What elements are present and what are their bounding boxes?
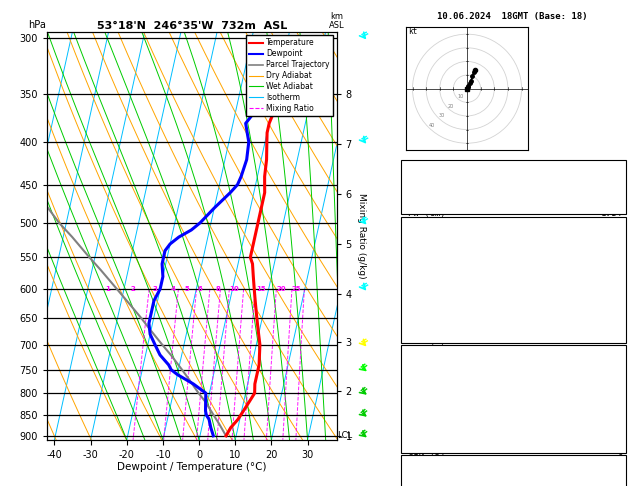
Text: 0: 0 xyxy=(617,337,623,346)
Text: 1.14: 1.14 xyxy=(601,209,623,218)
Text: 10.06.2024  18GMT (Base: 18): 10.06.2024 18GMT (Base: 18) xyxy=(437,12,588,21)
Text: -5: -5 xyxy=(612,173,623,182)
Text: 25: 25 xyxy=(291,286,301,292)
Text: kt: kt xyxy=(408,27,418,36)
Title: 53°18'N  246°35'W  732m  ASL: 53°18'N 246°35'W 732m ASL xyxy=(97,21,287,31)
Text: Most Unstable: Most Unstable xyxy=(479,358,548,366)
Text: © weatheronline.co.uk: © weatheronline.co.uk xyxy=(461,471,566,480)
Text: 3.7: 3.7 xyxy=(606,265,623,274)
Text: θₑ(K): θₑ(K) xyxy=(408,283,435,292)
Text: 40: 40 xyxy=(429,123,435,128)
Text: Totals Totals: Totals Totals xyxy=(408,191,477,200)
Text: 313: 313 xyxy=(606,394,623,402)
Text: 20: 20 xyxy=(277,286,286,292)
Text: Surface: Surface xyxy=(495,229,532,238)
Text: 15: 15 xyxy=(257,286,266,292)
Text: Hodograph: Hodograph xyxy=(489,468,538,477)
Text: 7.2: 7.2 xyxy=(606,247,623,256)
Text: 9: 9 xyxy=(617,412,623,420)
Text: 3: 3 xyxy=(152,286,157,292)
Text: 1: 1 xyxy=(105,286,110,292)
Text: 10: 10 xyxy=(230,286,239,292)
Text: CAPE (J): CAPE (J) xyxy=(408,430,450,438)
Text: 20: 20 xyxy=(448,104,454,109)
Text: 10: 10 xyxy=(457,94,464,99)
Text: PW (cm): PW (cm) xyxy=(408,209,445,218)
Text: Lifted Index: Lifted Index xyxy=(408,412,472,420)
Text: 5: 5 xyxy=(185,286,190,292)
Text: 6: 6 xyxy=(198,286,203,292)
Text: 0: 0 xyxy=(617,448,623,456)
Text: 0: 0 xyxy=(617,430,623,438)
Text: 17: 17 xyxy=(612,301,623,310)
Text: Temp (°C): Temp (°C) xyxy=(408,247,456,256)
Text: Pressure (mb): Pressure (mb) xyxy=(408,376,477,384)
Text: 35: 35 xyxy=(612,191,623,200)
Text: CIN (J): CIN (J) xyxy=(408,337,445,346)
Text: CAPE (J): CAPE (J) xyxy=(408,319,450,328)
Text: km
ASL: km ASL xyxy=(329,12,344,30)
X-axis label: Dewpoint / Temperature (°C): Dewpoint / Temperature (°C) xyxy=(117,462,267,472)
Text: 2: 2 xyxy=(131,286,135,292)
Text: K: K xyxy=(408,173,413,182)
Text: 301: 301 xyxy=(606,283,623,292)
Text: 800: 800 xyxy=(606,376,623,384)
Text: 0: 0 xyxy=(617,319,623,328)
Text: 30: 30 xyxy=(438,113,445,118)
Text: θₑ (K): θₑ (K) xyxy=(408,394,440,402)
Text: Lifted Index: Lifted Index xyxy=(408,301,472,310)
Text: LCL: LCL xyxy=(337,432,352,440)
Legend: Temperature, Dewpoint, Parcel Trajectory, Dry Adiabat, Wet Adiabat, Isotherm, Mi: Temperature, Dewpoint, Parcel Trajectory… xyxy=(247,35,333,116)
Text: 8: 8 xyxy=(216,286,221,292)
Text: CIN (J): CIN (J) xyxy=(408,448,445,456)
Text: 4: 4 xyxy=(170,286,175,292)
Text: Dewp (°C): Dewp (°C) xyxy=(408,265,456,274)
Y-axis label: Mixing Ratio (g/kg): Mixing Ratio (g/kg) xyxy=(357,193,365,278)
Text: hPa: hPa xyxy=(28,19,47,30)
